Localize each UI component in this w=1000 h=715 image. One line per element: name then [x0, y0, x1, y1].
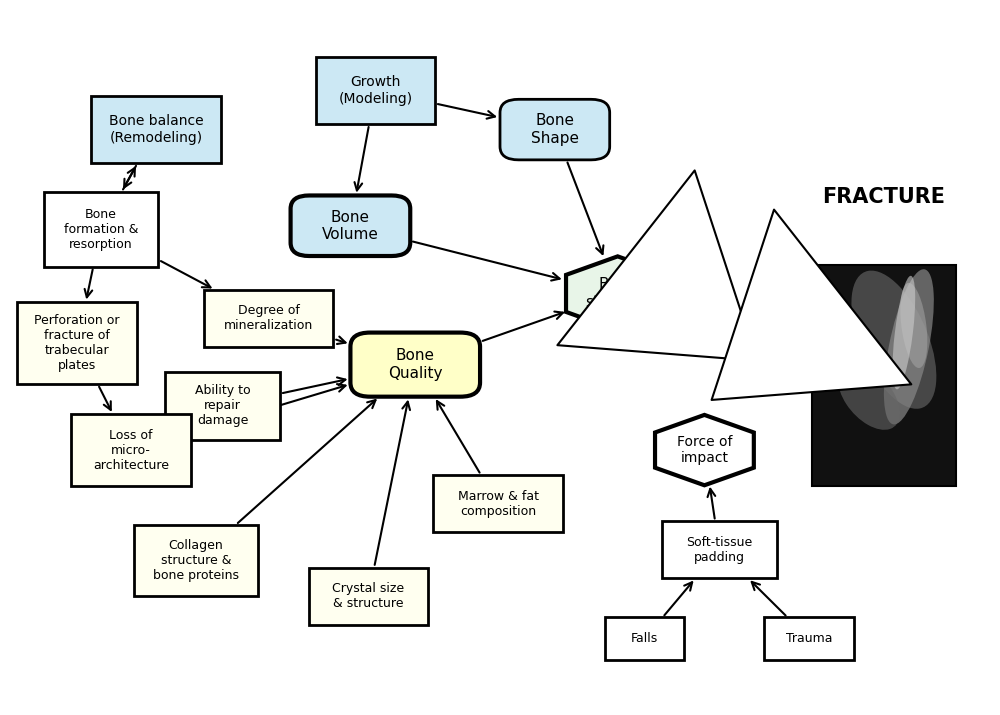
FancyBboxPatch shape — [433, 475, 563, 532]
Text: Loss of
micro-
architecture: Loss of micro- architecture — [93, 428, 169, 472]
FancyBboxPatch shape — [812, 265, 956, 485]
FancyBboxPatch shape — [165, 372, 280, 440]
Text: Bone balance
(Remodeling): Bone balance (Remodeling) — [109, 114, 203, 144]
Text: Growth
(Modeling): Growth (Modeling) — [338, 75, 412, 106]
FancyBboxPatch shape — [91, 96, 221, 164]
FancyBboxPatch shape — [350, 332, 480, 397]
Text: Bone
strength: Bone strength — [585, 277, 650, 310]
Text: Collagen
structure &
bone proteins: Collagen structure & bone proteins — [153, 539, 239, 582]
FancyBboxPatch shape — [316, 56, 435, 124]
FancyBboxPatch shape — [662, 521, 777, 578]
Text: Bone
formation &
resorption: Bone formation & resorption — [64, 208, 138, 251]
FancyBboxPatch shape — [44, 192, 158, 267]
Ellipse shape — [893, 276, 915, 390]
Text: Degree of
mineralization: Degree of mineralization — [224, 305, 313, 332]
FancyBboxPatch shape — [291, 195, 410, 256]
Text: Force of
impact: Force of impact — [677, 435, 732, 465]
Text: Perforation or
fracture of
trabecular
plates: Perforation or fracture of trabecular pl… — [34, 315, 120, 373]
Text: Trauma: Trauma — [786, 632, 832, 646]
FancyBboxPatch shape — [764, 618, 854, 660]
FancyBboxPatch shape — [17, 302, 137, 384]
FancyBboxPatch shape — [309, 568, 428, 625]
FancyBboxPatch shape — [71, 415, 191, 485]
Text: Falls: Falls — [631, 632, 658, 646]
Polygon shape — [655, 415, 754, 485]
Text: Bone
Quality: Bone Quality — [388, 348, 442, 381]
Text: FRACTURE: FRACTURE — [822, 187, 945, 207]
Polygon shape — [566, 257, 669, 330]
Text: Bone
Volume: Bone Volume — [322, 209, 379, 242]
FancyBboxPatch shape — [204, 290, 333, 347]
Ellipse shape — [851, 270, 936, 409]
Ellipse shape — [838, 363, 900, 430]
Ellipse shape — [900, 283, 927, 368]
Text: Ability to
repair
damage: Ability to repair damage — [195, 385, 251, 428]
Text: Marrow & fat
composition: Marrow & fat composition — [458, 490, 539, 518]
Text: Bone
Shape: Bone Shape — [531, 114, 579, 146]
Ellipse shape — [884, 270, 934, 425]
FancyBboxPatch shape — [605, 618, 684, 660]
Text: Soft-tissue
padding: Soft-tissue padding — [686, 536, 753, 564]
FancyBboxPatch shape — [134, 525, 258, 596]
FancyBboxPatch shape — [500, 99, 610, 160]
Text: Crystal size
& structure: Crystal size & structure — [332, 582, 404, 610]
